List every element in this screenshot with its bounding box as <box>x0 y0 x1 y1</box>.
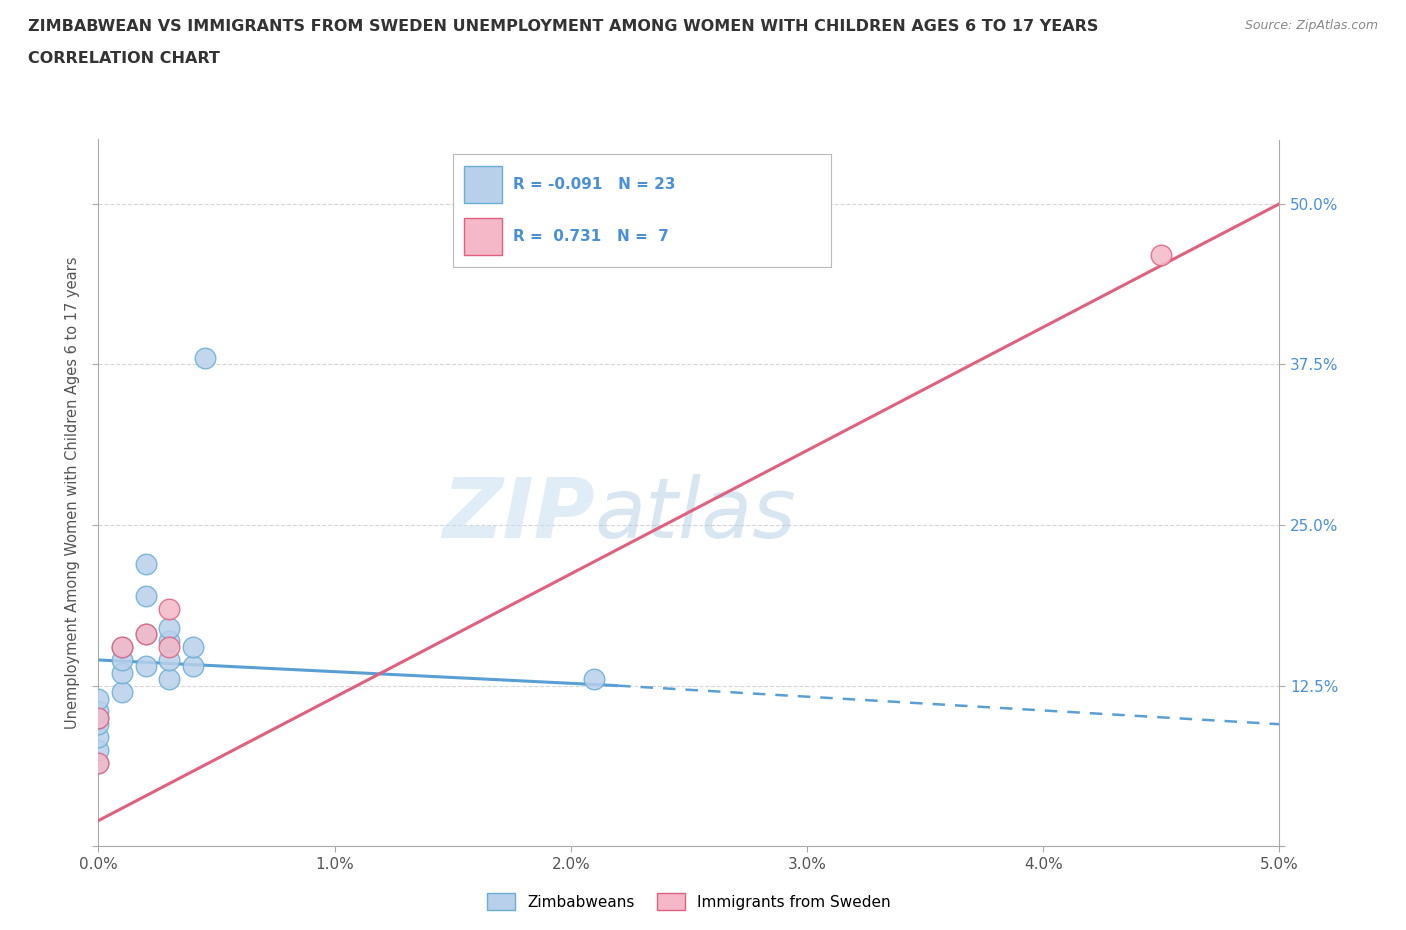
Point <box>181 659 204 674</box>
Text: Source: ZipAtlas.com: Source: ZipAtlas.com <box>1244 19 1378 32</box>
Point <box>157 633 180 648</box>
Point <box>157 671 180 686</box>
Point <box>87 755 110 770</box>
Point <box>181 640 204 655</box>
Point <box>87 730 110 745</box>
Point <box>87 755 110 770</box>
Point <box>135 556 157 571</box>
Point <box>157 620 180 635</box>
Point <box>194 351 217 365</box>
Point <box>87 704 110 719</box>
Point <box>135 589 157 604</box>
Point <box>111 684 134 699</box>
Point <box>1150 247 1173 262</box>
Point <box>111 665 134 680</box>
Point <box>87 742 110 757</box>
Point <box>135 627 157 642</box>
Point <box>135 627 157 642</box>
Text: ZIP: ZIP <box>441 473 595 554</box>
Point <box>111 640 134 655</box>
Point <box>157 653 180 668</box>
Text: CORRELATION CHART: CORRELATION CHART <box>28 51 219 66</box>
Point <box>157 640 180 655</box>
Point <box>135 659 157 674</box>
Text: ZIMBABWEAN VS IMMIGRANTS FROM SWEDEN UNEMPLOYMENT AMONG WOMEN WITH CHILDREN AGES: ZIMBABWEAN VS IMMIGRANTS FROM SWEDEN UNE… <box>28 19 1098 33</box>
Y-axis label: Unemployment Among Women with Children Ages 6 to 17 years: Unemployment Among Women with Children A… <box>65 257 80 729</box>
Point <box>87 711 110 725</box>
Point <box>87 691 110 706</box>
Legend: Zimbabweans, Immigrants from Sweden: Zimbabweans, Immigrants from Sweden <box>481 886 897 916</box>
Point <box>111 640 134 655</box>
Point <box>583 671 606 686</box>
Point <box>87 717 110 732</box>
Point <box>111 653 134 668</box>
Point <box>157 601 180 616</box>
Point <box>87 711 110 725</box>
Text: atlas: atlas <box>595 473 796 554</box>
